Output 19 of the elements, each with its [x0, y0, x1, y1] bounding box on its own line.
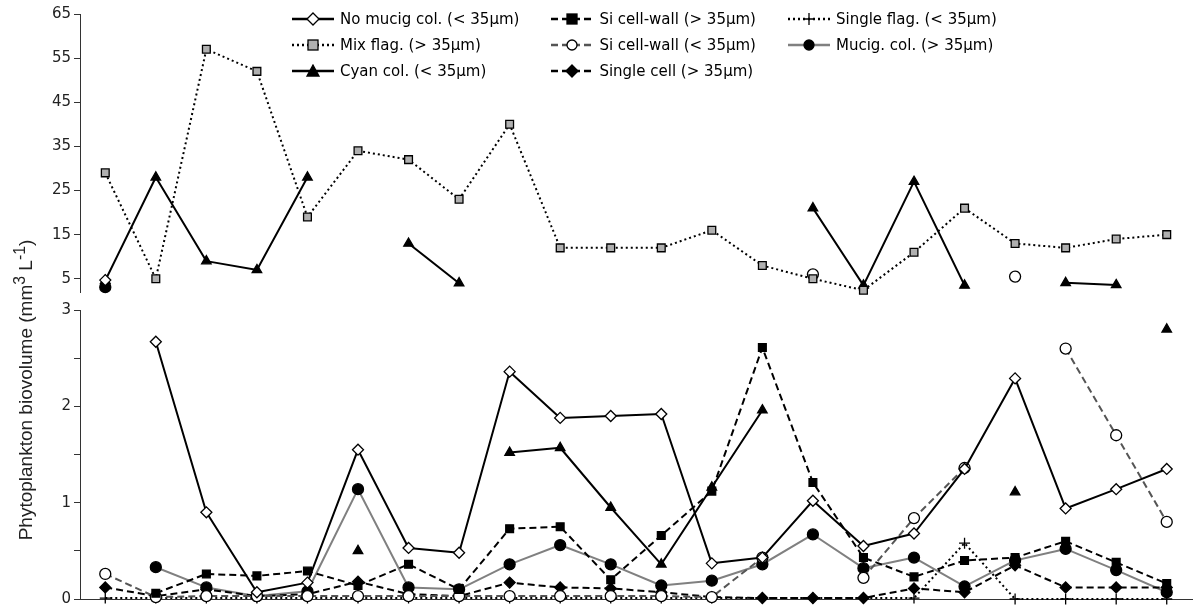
legend-label: Single cell (> 35µm) — [599, 62, 754, 80]
legend-label: Si cell-wall (> 35µm) — [599, 10, 756, 28]
y-tick-label: 5 — [61, 268, 71, 287]
legend-label: Si cell-wall (< 35µm) — [599, 36, 756, 54]
y-tick-label: 25 — [51, 180, 71, 199]
legend-label: Cyan col. (< 35µm) — [340, 62, 487, 80]
y-tick-label: 3 — [61, 299, 71, 318]
y-tick-label: 35 — [51, 136, 71, 155]
legend-label: Mix flag. (> 35µm) — [340, 36, 481, 54]
legend-label: Single flag. (< 35µm) — [835, 10, 997, 28]
y-tick-label: 65 — [51, 3, 71, 22]
y-tick-label: 1 — [61, 492, 71, 511]
y-tick-label: 2 — [61, 396, 71, 415]
y-tick-label: 15 — [51, 224, 71, 243]
legend-label: Mucig. col. (> 35µm) — [835, 36, 994, 54]
y-tick-label: 55 — [51, 48, 71, 67]
y-tick-label: 45 — [51, 92, 71, 111]
y-tick-label: 0 — [61, 588, 71, 607]
legend-label: No mucig col. (< 35µm) — [340, 10, 520, 28]
